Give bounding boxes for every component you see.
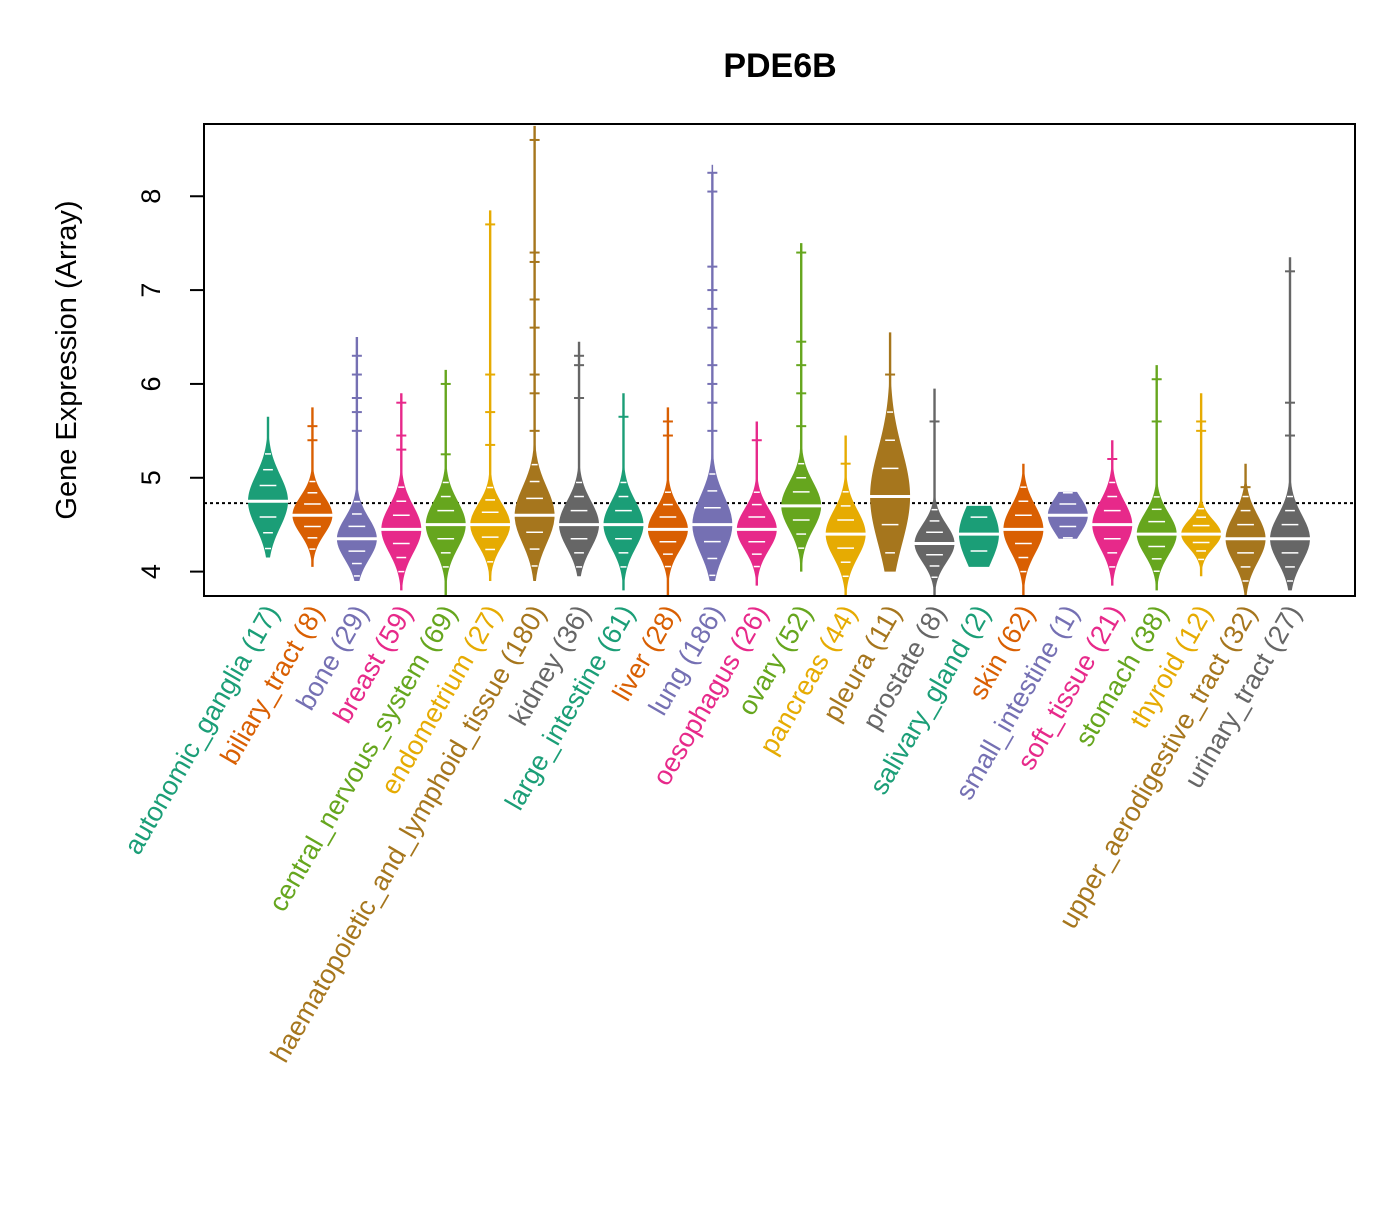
violin-body <box>292 407 333 567</box>
violin-11 <box>734 421 779 586</box>
plot-frame <box>203 123 1356 597</box>
y-tick-label: 5 <box>136 470 166 485</box>
violin-body <box>736 421 777 586</box>
y-tick-label: 6 <box>136 376 166 391</box>
violin-body <box>381 393 422 591</box>
violin-3 <box>379 393 424 591</box>
violin-body <box>1225 463 1266 596</box>
violin-10 <box>690 164 735 581</box>
violin-15 <box>912 388 957 596</box>
violin-18 <box>1045 491 1090 539</box>
violin-20 <box>1134 365 1179 591</box>
chart-title: PDE6B <box>723 47 836 85</box>
y-tick-label: 8 <box>136 189 166 204</box>
violin-9 <box>645 407 690 596</box>
violin-body <box>559 341 600 577</box>
y-tick-label: 4 <box>136 564 166 579</box>
violin-16 <box>956 505 1001 567</box>
violin-4 <box>423 369 468 596</box>
violin-0 <box>246 416 290 558</box>
violin-22 <box>1223 463 1268 596</box>
violin-6 <box>512 125 557 581</box>
violin-body <box>603 393 644 591</box>
violin-17 <box>1001 463 1046 596</box>
violin-19 <box>1090 440 1135 586</box>
violin-21 <box>1179 393 1224 577</box>
violin-body <box>1092 440 1133 586</box>
violin-1 <box>290 407 335 567</box>
violin-13 <box>823 435 868 596</box>
violin-7 <box>557 341 602 577</box>
violin-body <box>958 505 999 567</box>
violin-body <box>825 435 866 596</box>
violin-body <box>1270 257 1310 591</box>
violin-body <box>336 337 377 581</box>
violin-12 <box>779 243 824 572</box>
violin-5 <box>468 210 513 581</box>
violin-8 <box>601 393 646 591</box>
violin-body <box>870 332 911 572</box>
violin-body <box>470 210 511 581</box>
violin-14 <box>868 332 913 572</box>
y-axis-label: Gene Expression (Array) <box>51 200 83 519</box>
violin-body <box>1181 393 1222 577</box>
violin-23 <box>1268 257 1312 591</box>
violin-body <box>248 416 288 558</box>
y-tick-label: 7 <box>136 283 166 298</box>
violin-body <box>781 243 822 572</box>
violin-body <box>647 407 688 596</box>
violin-body <box>1136 365 1177 591</box>
violin-2 <box>334 337 379 581</box>
violin-body <box>514 125 555 581</box>
